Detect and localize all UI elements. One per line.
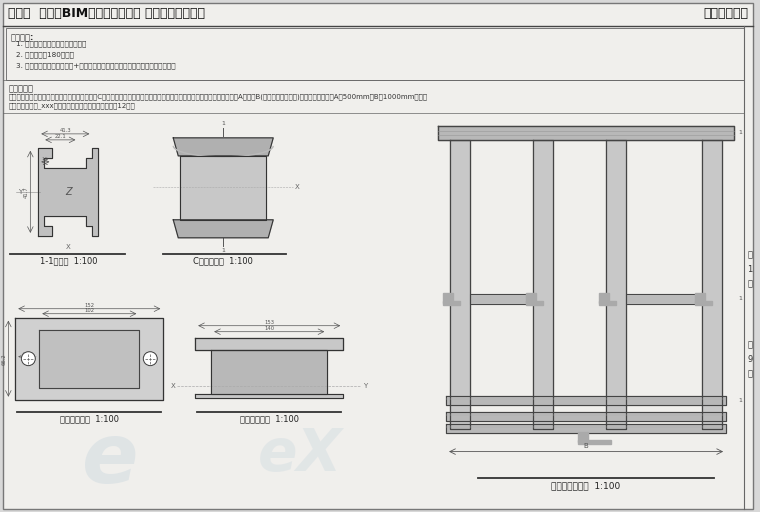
Text: 66.2: 66.2 [2, 353, 6, 365]
Circle shape [21, 352, 35, 366]
Text: Z: Z [65, 187, 71, 197]
Text: X: X [66, 244, 71, 250]
Text: 22.1: 22.1 [55, 134, 66, 139]
Polygon shape [446, 396, 726, 404]
Polygon shape [533, 140, 553, 429]
Polygon shape [195, 338, 344, 350]
Polygon shape [195, 394, 344, 398]
Text: 1: 1 [221, 248, 225, 253]
Polygon shape [526, 301, 543, 305]
Polygon shape [15, 318, 163, 400]
Text: 102: 102 [84, 308, 94, 313]
Polygon shape [578, 432, 588, 442]
Polygon shape [578, 440, 611, 443]
Polygon shape [450, 140, 470, 429]
Polygon shape [526, 293, 536, 303]
Text: 第九期  「全国BIM技能等级考试」 二级（设备）试题: 第九期 「全国BIM技能等级考试」 二级（设备）试题 [8, 8, 205, 20]
Polygon shape [446, 412, 726, 421]
Text: 钢底座俯视图  1:100: 钢底座俯视图 1:100 [60, 415, 119, 423]
Text: B: B [584, 442, 588, 449]
Polygon shape [702, 140, 722, 429]
Text: 40.1: 40.1 [22, 352, 33, 357]
Text: eX: eX [258, 426, 343, 483]
Text: Y: Y [363, 382, 367, 389]
Text: 1: 1 [738, 296, 742, 301]
Text: 1-1断面图  1:100: 1-1断面图 1:100 [40, 257, 97, 266]
Text: 1: 1 [738, 131, 742, 135]
Text: Y: Y [18, 189, 23, 195]
Text: 考试要求:: 考试要求: [11, 33, 33, 42]
Polygon shape [211, 350, 328, 394]
Text: 1: 1 [738, 398, 742, 403]
Text: 41.3: 41.3 [59, 128, 71, 133]
Bar [6, 28, 744, 80]
Text: 41.7: 41.7 [24, 186, 28, 198]
Polygon shape [695, 301, 712, 305]
Polygon shape [38, 148, 98, 236]
Text: X: X [170, 382, 176, 389]
Polygon shape [173, 220, 274, 238]
Circle shape [144, 352, 157, 366]
Text: 2. 考试时间：180分钟；: 2. 考试时间：180分钟； [17, 51, 74, 57]
Text: 共
9
页: 共 9 页 [747, 340, 752, 379]
Text: 152: 152 [84, 303, 94, 308]
Text: 3. 新建文件夹，以准考证号+姓名命名，用于存放本次考试中生成的全部文件。: 3. 新建文件夹，以准考证号+姓名命名，用于存放本次考试中生成的全部文件。 [17, 62, 176, 69]
Polygon shape [626, 294, 702, 304]
Text: 一、右图为门型支架模型主视图，该支架由三个C型钢和两个钢底座组成。根据给定配件图纸，创建支架模型，并设定距离A与距离B(见门型支架侧视图)为可变参数，暂设A为5: 一、右图为门型支架模型主视图，该支架由三个C型钢和两个钢底座组成。根据给定配件图… [8, 93, 427, 99]
Polygon shape [443, 301, 460, 305]
Text: 1: 1 [221, 121, 225, 126]
Text: e: e [82, 419, 138, 500]
Polygon shape [173, 138, 274, 156]
Text: 1.5: 1.5 [42, 157, 49, 161]
Text: 试题部分：: 试题部分： [8, 84, 33, 93]
Polygon shape [446, 423, 726, 433]
Text: X: X [295, 184, 300, 190]
Polygon shape [443, 293, 453, 303]
Polygon shape [695, 293, 705, 303]
Polygon shape [606, 140, 626, 429]
Text: C型钢正视图  1:100: C型钢正视图 1:100 [193, 257, 253, 266]
Polygon shape [599, 293, 609, 303]
Text: 钢底座侧视图  1:100: 钢底座侧视图 1:100 [239, 415, 299, 423]
Polygon shape [40, 330, 139, 388]
Polygon shape [470, 294, 533, 304]
Polygon shape [599, 301, 616, 305]
Text: 门型支架主视图  1:100: 门型支架主视图 1:100 [552, 482, 621, 490]
Text: 1. 考试方式：计算机操作，闭卷；: 1. 考试方式：计算机操作，闭卷； [17, 40, 87, 47]
Text: 中国图学学会: 中国图学学会 [703, 8, 748, 20]
Polygon shape [439, 126, 734, 140]
Text: 结果以门型支架_xxx为文件名保存在考生文件夹中。（12分）: 结果以门型支架_xxx为文件名保存在考生文件夹中。（12分） [8, 102, 135, 109]
Text: 153: 153 [264, 319, 274, 325]
Polygon shape [180, 156, 266, 220]
Text: 140: 140 [264, 326, 274, 331]
Text: 第
1
页: 第 1 页 [747, 251, 752, 289]
